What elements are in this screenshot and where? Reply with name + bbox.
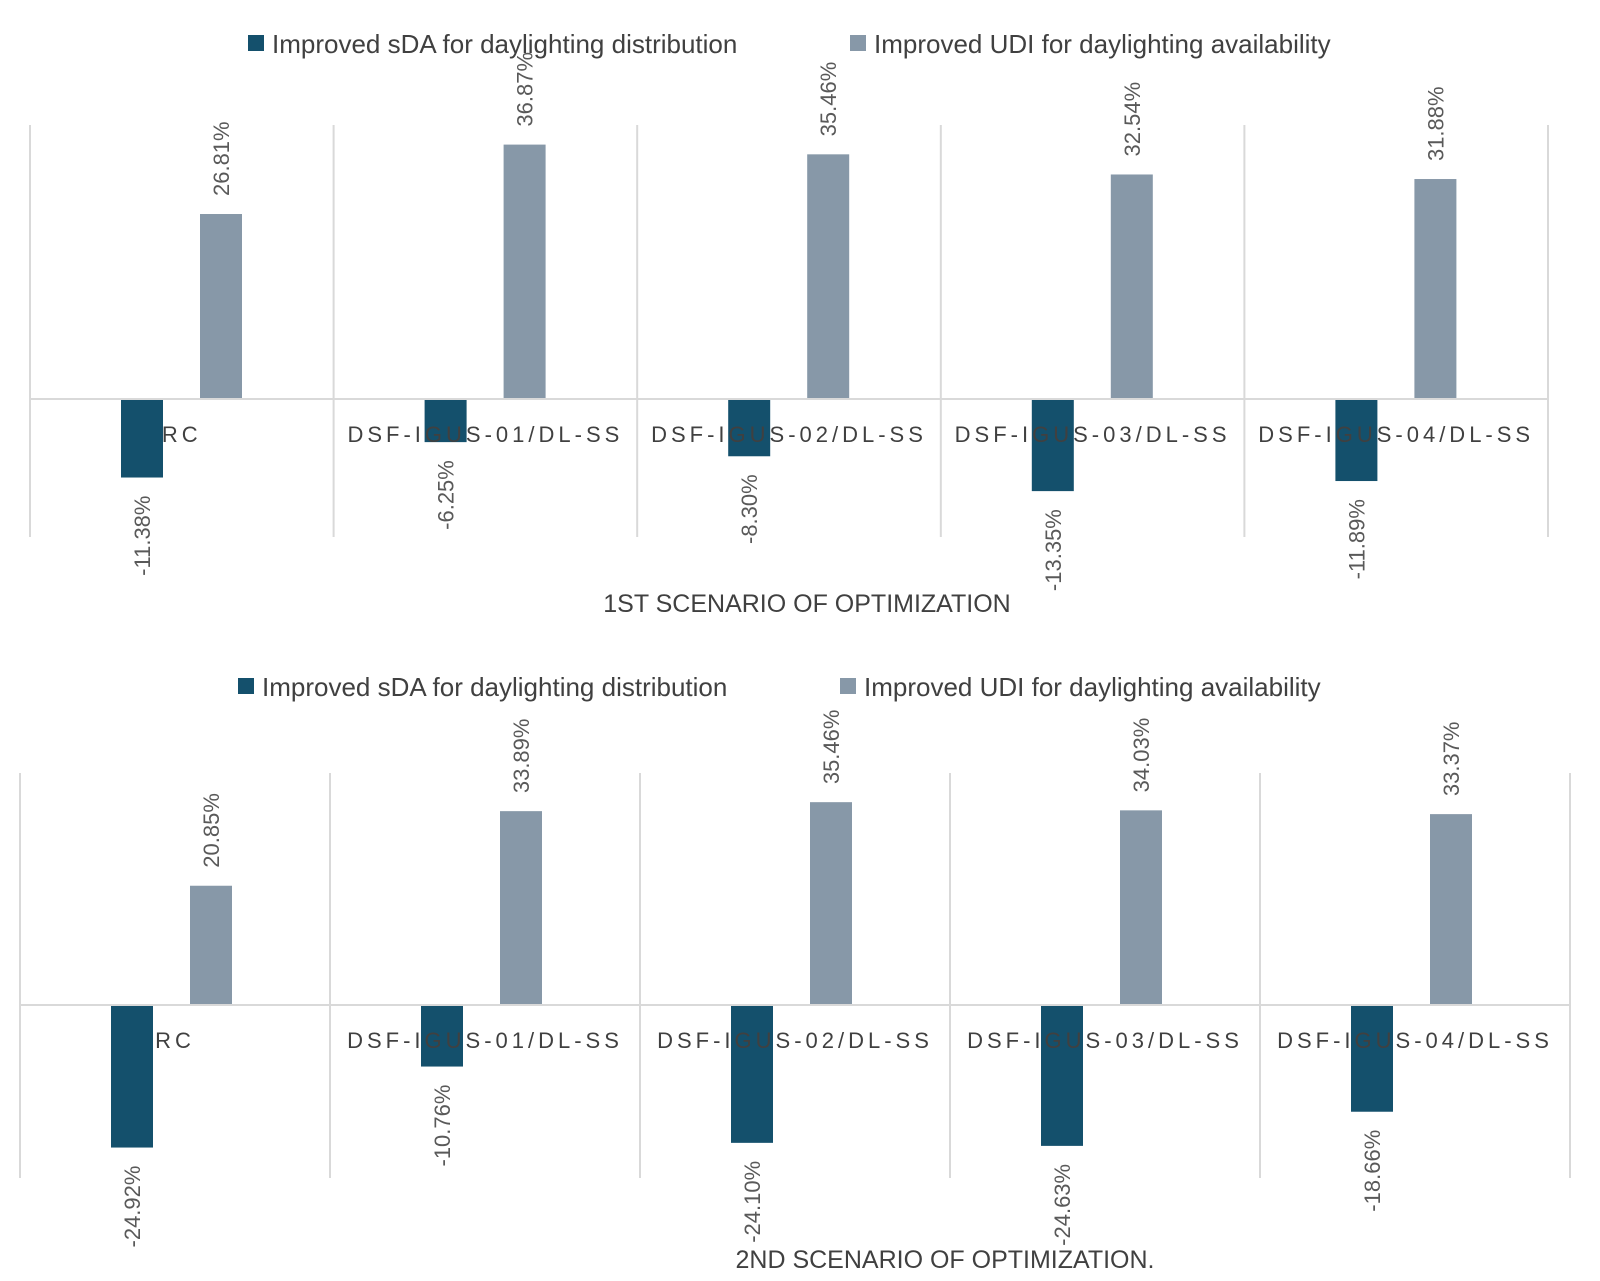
category-label-5: DSF-IGUS-04/DL-SS: [1277, 1028, 1553, 1053]
sda-bar-5: [1335, 399, 1378, 482]
category-label-4: DSF-IGUS-03/DL-SS: [955, 422, 1231, 447]
sda-value-label-3: -8.30%: [737, 474, 762, 544]
udi-bar-3: [807, 154, 850, 399]
udi-value-label-1: 20.85%: [199, 793, 224, 868]
sda-bar-3: [731, 1005, 773, 1143]
udi-value-label-5: 31.88%: [1423, 86, 1448, 161]
udi-value-label-4: 34.03%: [1129, 718, 1154, 793]
category-label-5: DSF-IGUS-04/DL-SS: [1258, 422, 1534, 447]
sda-value-label-4: -24.63%: [1050, 1164, 1075, 1246]
sda-bar-1: [111, 1005, 153, 1148]
x-axis-title: 2ND SCENARIO OF OPTIMIZATION.: [735, 1246, 1154, 1274]
sda-bar-4: [1031, 399, 1074, 492]
chart-scenario-1: -11.38% -6.25% -8.30% -13.35% -11.89% 26.81% 3…: [29, 29, 1549, 618]
sda-value-label-3: -24.10%: [740, 1161, 765, 1243]
udi-bar-4: [1120, 810, 1162, 1005]
category-label-1: RC: [162, 422, 202, 447]
udi-value-label-3: 35.46%: [816, 62, 841, 137]
udi-value-label-2: 36.87%: [513, 52, 538, 127]
udi-bar-3: [810, 802, 852, 1005]
udi-bar-2: [503, 144, 546, 399]
udi-legend-swatch: [840, 678, 856, 694]
udi-bar-1: [200, 214, 242, 399]
udi-bar-4: [1110, 174, 1153, 399]
category-label-1: RC: [155, 1028, 195, 1053]
udi-bar-2: [500, 811, 542, 1005]
sda-value-label-4: -13.35%: [1041, 509, 1066, 591]
udi-value-label-5: 33.37%: [1439, 721, 1464, 796]
udi-value-label-1: 26.81%: [209, 121, 234, 196]
sda-bar-3: [728, 399, 771, 457]
sda-legend-label: Improved sDA for daylighting distributio…: [262, 672, 727, 702]
x-axis-title: 1ST SCENARIO OF OPTIMIZATION: [603, 590, 1010, 618]
category-label-4: DSF-IGUS-03/DL-SS: [967, 1028, 1243, 1053]
udi-value-label-3: 35.46%: [819, 710, 844, 785]
udi-legend-label: Improved UDI for daylighting availabilit…: [864, 672, 1321, 702]
sda-bar-4: [1041, 1005, 1083, 1146]
udi-value-label-4: 32.54%: [1120, 82, 1145, 157]
sda-value-label-5: -18.66%: [1360, 1130, 1385, 1212]
udi-bar-5: [1414, 179, 1457, 399]
sda-value-label-2: -6.25%: [434, 460, 459, 530]
category-label-3: DSF-IGUS-02/DL-SS: [657, 1028, 933, 1053]
sda-legend-swatch: [238, 678, 254, 694]
udi-legend-label: Improved UDI for daylighting availabilit…: [874, 29, 1331, 59]
sda-bar-2: [421, 1005, 463, 1067]
sda-bar-1: [121, 399, 163, 478]
category-label-2: DSF-IGUS-01/DL-SS: [347, 1028, 623, 1053]
udi-bar-1: [190, 885, 232, 1005]
sda-bar-5: [1351, 1005, 1393, 1112]
sda-value-label-5: -11.89%: [1344, 499, 1369, 579]
udi-value-label-2: 33.89%: [509, 719, 534, 794]
sda-value-label-1: -24.92%: [120, 1166, 145, 1248]
chart-scenario-2: -24.92% -10.76% -24.10% -24.63% -18.66% 20.85…: [19, 672, 1571, 1274]
sda-bar-2: [424, 399, 467, 443]
category-label-3: DSF-IGUS-02/DL-SS: [651, 422, 927, 447]
udi-bar-5: [1430, 814, 1472, 1005]
category-label-2: DSF-IGUS-01/DL-SS: [347, 422, 623, 447]
sda-value-label-2: -10.76%: [430, 1085, 455, 1167]
sda-value-label-1: -11.38%: [130, 496, 155, 576]
sda-legend-swatch: [248, 35, 264, 51]
sda-legend-label: Improved sDA for daylighting distributio…: [272, 29, 737, 59]
udi-legend-swatch: [850, 35, 866, 51]
